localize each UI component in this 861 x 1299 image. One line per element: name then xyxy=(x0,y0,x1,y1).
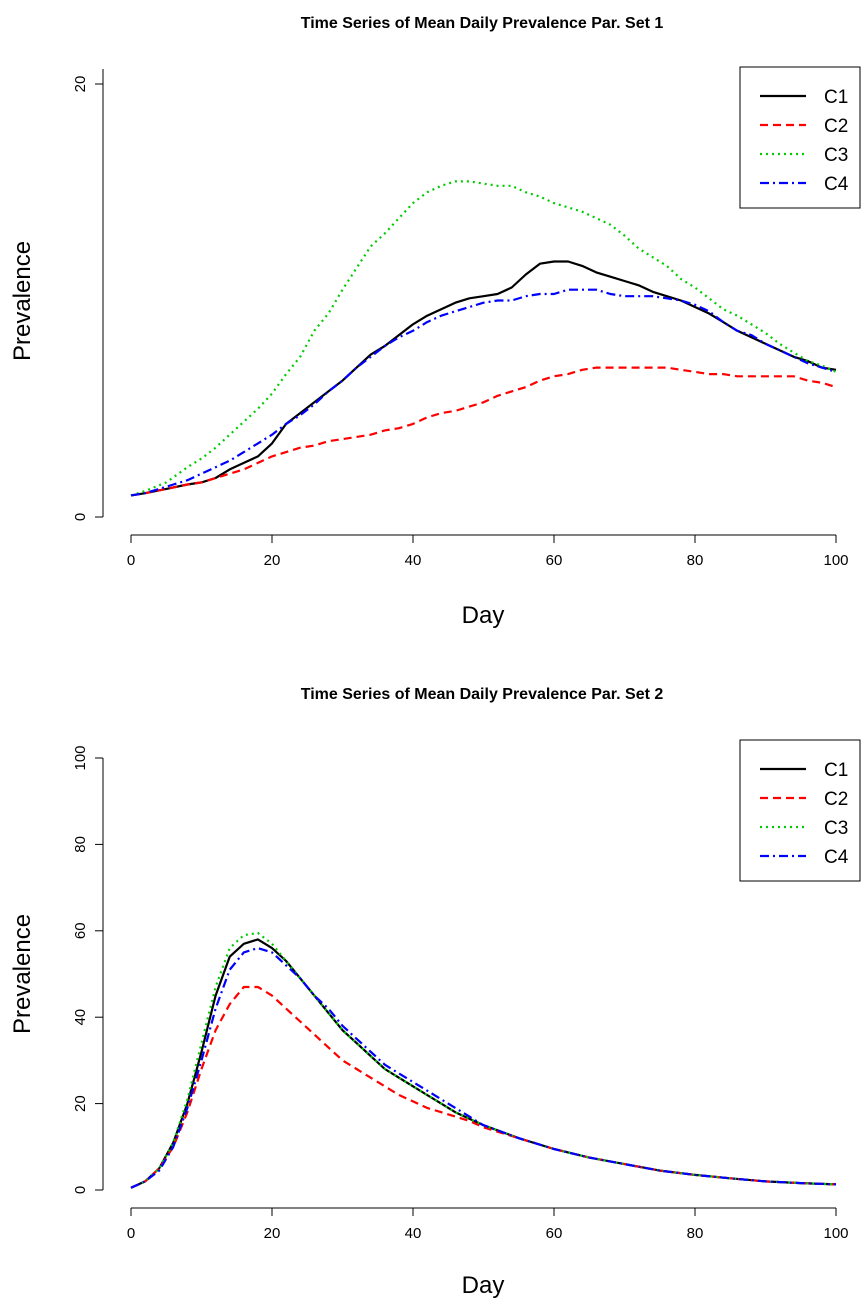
x-tick-label: 40 xyxy=(405,552,422,569)
chart-title: Time Series of Mean Daily Prevalence Par… xyxy=(301,686,664,703)
x-tick-label: 80 xyxy=(687,1225,704,1242)
series-line-c1 xyxy=(130,938,837,1189)
x-tick-label: 80 xyxy=(687,552,704,569)
y-tick-label: 100 xyxy=(72,745,89,770)
series-layer xyxy=(130,931,837,1189)
x-tick-label: 20 xyxy=(264,1225,281,1242)
series-line-c4 xyxy=(130,288,837,497)
series-line-c1 xyxy=(130,260,837,497)
legend-box xyxy=(739,66,861,209)
y-axis-label: Prevalence xyxy=(9,914,36,1034)
x-axis-label: Day xyxy=(462,1272,505,1299)
x-tick-label: 20 xyxy=(264,552,281,569)
series-line-c3 xyxy=(130,180,837,497)
y-tick-label: 60 xyxy=(72,922,89,939)
legend-label: C3 xyxy=(824,818,848,839)
legend-label: C1 xyxy=(824,87,848,108)
legend: C1 C2 C3 C4 xyxy=(739,739,861,882)
y-axis-label: Prevalence xyxy=(9,241,36,361)
series-line-c2 xyxy=(130,366,837,497)
series-line-c4 xyxy=(130,946,837,1189)
y-tick-label: 40 xyxy=(72,1009,89,1026)
legend-label: C2 xyxy=(824,116,848,137)
legend-label: C1 xyxy=(824,760,848,781)
y-tick-label: 0 xyxy=(72,1186,89,1194)
x-tick-label: 40 xyxy=(405,1225,422,1242)
y-tick-label: 20 xyxy=(72,1095,89,1112)
chart-panel-2: Time Series of Mean Daily Prevalence Par… xyxy=(9,686,861,1299)
x-tick-label: 100 xyxy=(823,1225,848,1242)
series-layer xyxy=(130,180,837,497)
x-tick-label: 0 xyxy=(127,1225,135,1242)
x-axis-label: Day xyxy=(462,602,505,629)
x-tick-label: 100 xyxy=(823,552,848,569)
legend-label: C2 xyxy=(824,789,848,810)
legend-label: C4 xyxy=(824,174,849,195)
x-tick-label: 0 xyxy=(127,552,135,569)
legend-label: C3 xyxy=(824,145,848,166)
x-tick-label: 60 xyxy=(546,1225,563,1242)
legend-label: C4 xyxy=(824,847,849,868)
x-tick-label: 60 xyxy=(546,552,563,569)
y-tick-label: 80 xyxy=(72,836,89,853)
chart-title: Time Series of Mean Daily Prevalence Par… xyxy=(301,15,664,32)
axes: 0 20 40 60 80 100 0 20 xyxy=(72,69,849,569)
chart-panel-1: Time Series of Mean Daily Prevalence Par… xyxy=(9,15,861,629)
series-line-c2 xyxy=(130,985,837,1189)
legend-box xyxy=(739,739,861,882)
axes: 0 20 40 60 80 100 0 20 40 60 80 100 xyxy=(72,745,849,1242)
y-tick-label: 20 xyxy=(72,76,89,93)
y-tick-label: 0 xyxy=(72,513,89,521)
series-line-c3 xyxy=(130,931,837,1189)
legend: C1 C2 C3 C4 xyxy=(739,66,861,209)
